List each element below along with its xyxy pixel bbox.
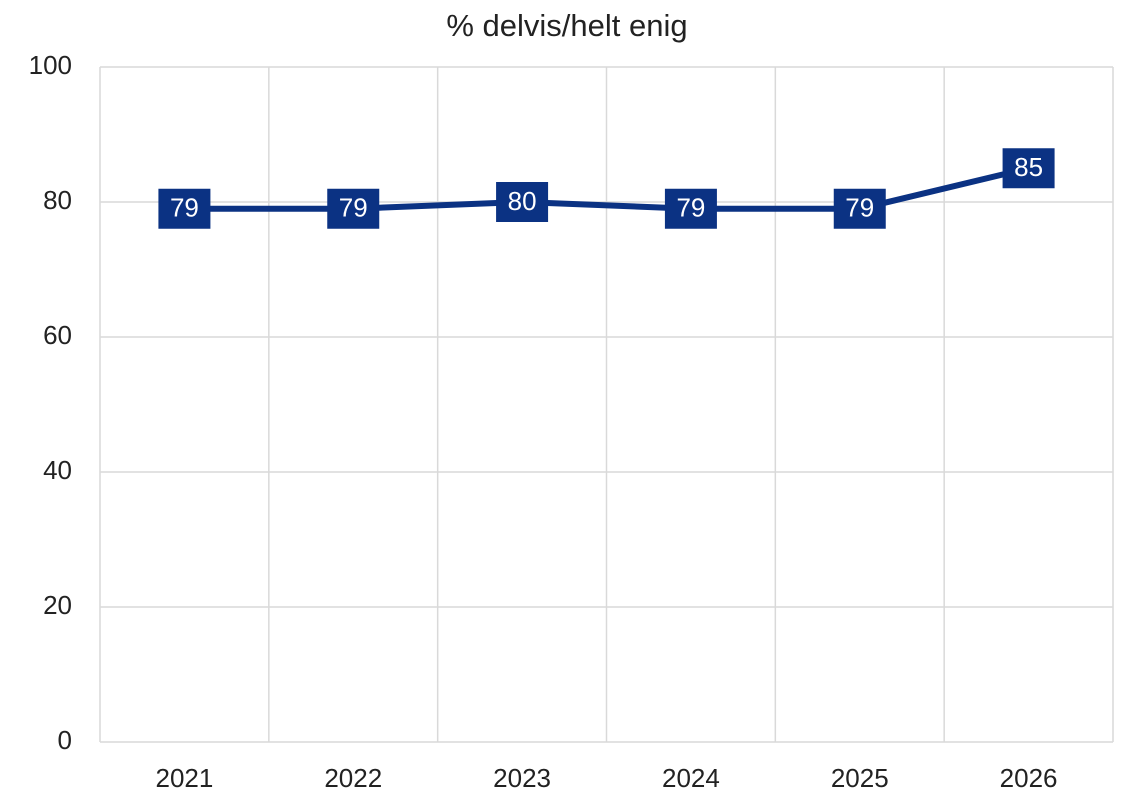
x-tick-label: 2023 bbox=[493, 763, 551, 793]
data-label: 85 bbox=[1014, 152, 1043, 182]
data-label: 79 bbox=[676, 193, 705, 223]
y-tick-label: 40 bbox=[43, 455, 72, 485]
y-tick-label: 0 bbox=[58, 725, 72, 755]
line bbox=[184, 165, 1030, 212]
data-label-box bbox=[496, 182, 549, 222]
data-label: 79 bbox=[845, 193, 874, 223]
x-tick-label: 2021 bbox=[155, 763, 213, 793]
data-label: 79 bbox=[339, 193, 368, 223]
y-tick-label: 60 bbox=[43, 320, 72, 350]
data-label: 79 bbox=[170, 193, 199, 223]
data-label-box bbox=[833, 188, 886, 229]
x-tick-label: 2026 bbox=[1000, 763, 1058, 793]
chart-title: % delvis/helt enig bbox=[446, 8, 687, 43]
data-label-box bbox=[1002, 148, 1055, 189]
y-tick-label: 80 bbox=[43, 185, 72, 215]
x-tick-label: 2024 bbox=[662, 763, 720, 793]
data-label-box bbox=[158, 188, 211, 229]
x-tick-label: 2025 bbox=[831, 763, 889, 793]
data-label-box bbox=[664, 188, 717, 229]
y-tick-label: 100 bbox=[29, 50, 72, 80]
y-tick-label: 20 bbox=[43, 590, 72, 620]
x-tick-label: 2022 bbox=[324, 763, 382, 793]
data-label: 80 bbox=[508, 186, 537, 216]
data-label-box bbox=[327, 188, 380, 229]
